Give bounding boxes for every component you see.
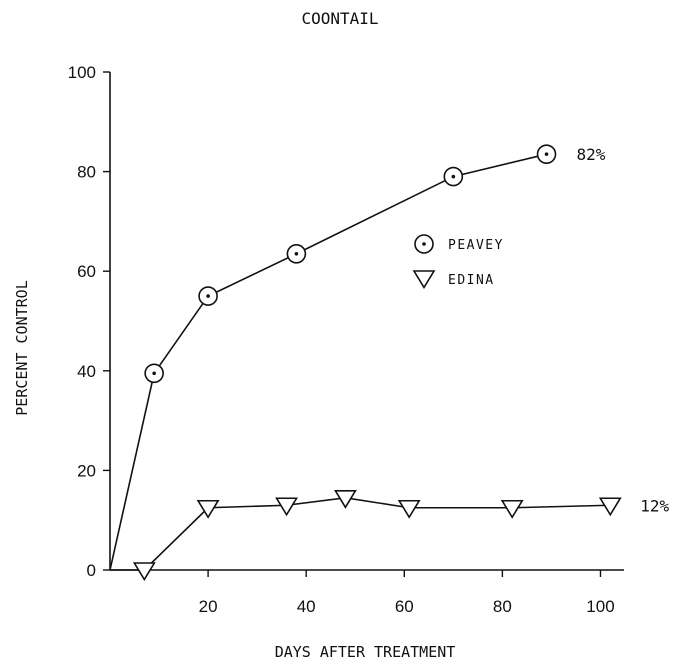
legend-symbol-edina — [412, 270, 436, 290]
data-point-peavey — [286, 243, 307, 264]
x-tick-label: 100 — [586, 597, 614, 616]
y-tick-label: 20 — [77, 461, 96, 480]
x-axis-label: DAYS AFTER TREATMENT — [275, 643, 456, 661]
data-point-edina — [196, 499, 220, 519]
chart-title: COONTAIL — [301, 9, 378, 28]
data-point-edina — [334, 489, 357, 509]
y-ticks: 0 20 40 60 80 100 — [68, 63, 110, 580]
legend-marker-edina — [412, 270, 436, 290]
series-line-edina — [110, 496, 611, 571]
x-tick-label: 60 — [395, 597, 414, 616]
data-point-edina — [275, 497, 298, 517]
y-tick-label: 80 — [77, 163, 96, 182]
y-axis-label: PERCENT CONTROL — [13, 280, 31, 415]
series-layer: 82% 12% — [109, 144, 670, 582]
end-label-peavey: 82% — [577, 145, 606, 164]
data-point-peavey — [198, 286, 218, 306]
x-ticks: 20 40 60 80 100 — [199, 570, 615, 616]
data-point-edina — [132, 562, 156, 582]
data-point-edina — [500, 499, 524, 519]
y-tick-label: 0 — [87, 561, 96, 580]
y-tick-label: 60 — [77, 262, 96, 281]
legend-label-edina: EDINA — [448, 273, 495, 288]
data-point-edina — [598, 497, 622, 517]
x-tick-label: 20 — [199, 597, 218, 616]
data-point-peavey — [536, 144, 557, 164]
data-point-peavey — [144, 363, 164, 384]
x-tick-label: 80 — [493, 597, 512, 616]
legend-item-edina: EDINA — [412, 270, 495, 290]
x-tick-label: 40 — [297, 597, 316, 616]
y-tick-label: 100 — [68, 63, 96, 82]
data-point-peavey — [443, 166, 464, 187]
series-line-peavey — [109, 153, 547, 571]
y-tick-label: 40 — [77, 362, 96, 381]
legend: PEAVEY EDINA — [412, 234, 504, 290]
legend-label-peavey: PEAVEY — [448, 238, 504, 253]
data-point-edina — [397, 499, 421, 519]
legend-marker-peavey — [414, 234, 434, 254]
legend-item-peavey: PEAVEY — [414, 234, 504, 254]
end-label-edina: 12% — [640, 496, 669, 515]
legend-symbol-peavey — [414, 234, 434, 254]
